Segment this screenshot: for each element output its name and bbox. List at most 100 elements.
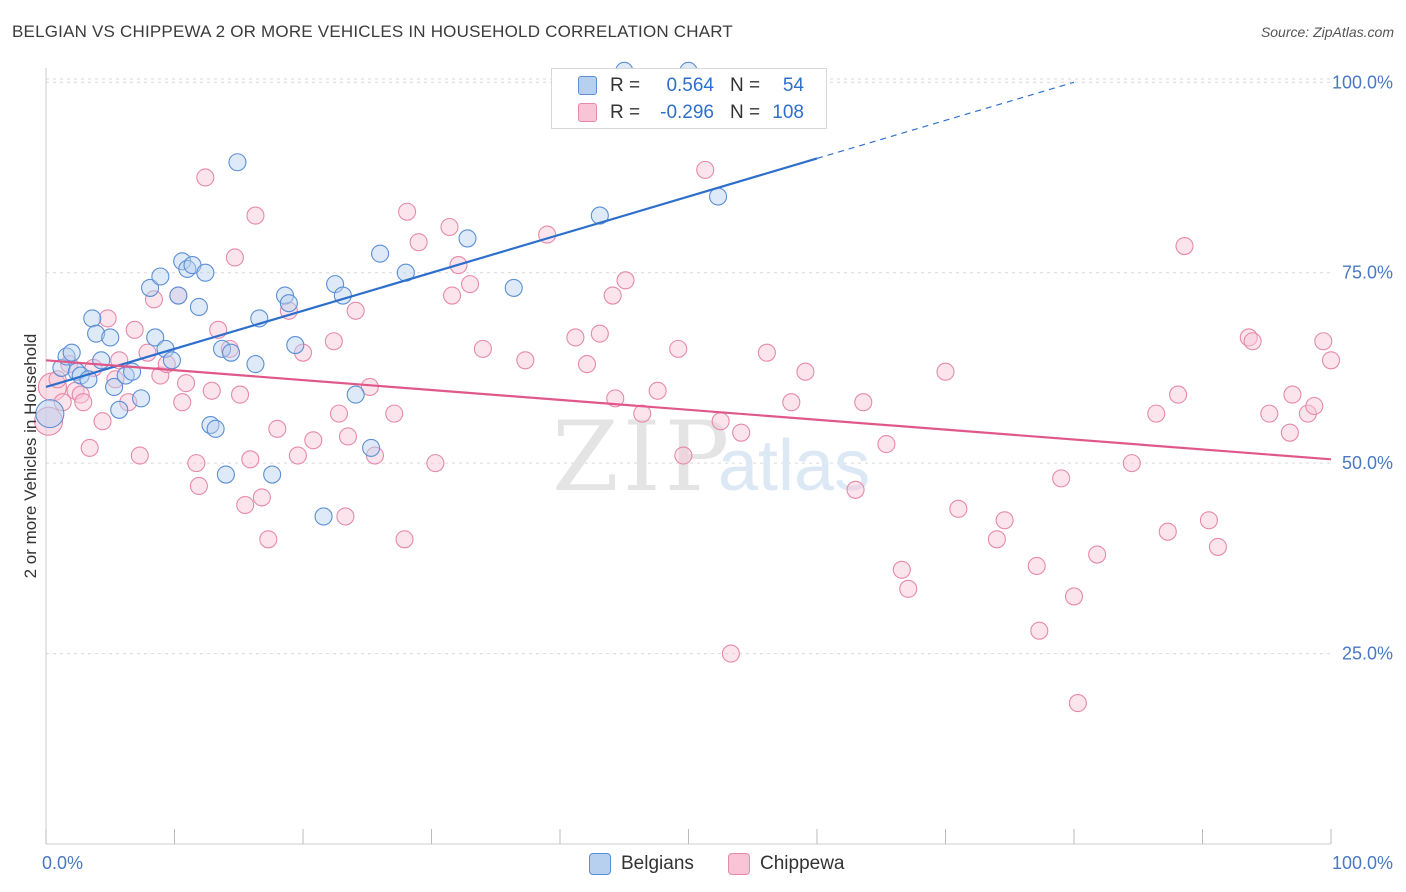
chippewa-point [796,362,815,381]
chippewa-point [1122,454,1141,473]
chippewa-point [674,446,693,465]
trend-lines [45,81,1332,461]
belgian-point [105,377,124,397]
chippewa-point [202,381,221,400]
chippewa-point [995,511,1014,530]
chippewa-point [1175,236,1194,256]
chippewa-point [892,560,911,579]
r-value: 0.564 [666,75,714,96]
chippewa-point [74,393,93,412]
chippewa-point [566,328,585,347]
y-axis-label: 2 or more Vehicles in Household [21,334,40,579]
n-label: N = [730,75,761,96]
stats-row-chippewa: R = -0.296 N = 108 [552,100,826,126]
belgians-trend-line [45,157,818,389]
belgian-point [141,278,160,297]
chippewa-point [633,404,652,423]
y-tick-label: 100.0% [1332,72,1393,92]
chippewa-trend-line [45,359,1332,461]
chippewa-point [899,579,918,598]
belgian-point [216,465,235,484]
y-tick-label: 75.0% [1342,263,1393,283]
belgian-point [279,294,298,313]
belgian-point [110,400,129,419]
belgians-swatch [578,76,597,95]
chippewa-point [48,370,67,389]
chippewa-point [173,393,192,412]
chippewa-point [1169,385,1188,404]
chippewa-point [1030,621,1049,640]
chippewa-point [616,271,635,290]
chippewa-point [177,374,196,393]
belgian-point [228,153,247,172]
belgian-point [62,343,81,362]
chippewa-point [346,301,365,320]
belgian-point [286,336,305,355]
n-value: 54 [782,75,804,96]
belgians-legend-swatch [589,853,611,875]
belgians-points [35,61,728,526]
chippewa-point [711,412,730,431]
chippewa-point [279,301,298,320]
axes [45,68,1332,845]
belgian-point [263,465,282,484]
chippewa-point [1088,545,1107,564]
chippewa-point [130,446,149,465]
chippewa-point [1027,556,1046,576]
chippewa-point [187,454,206,473]
chippewa-point [125,320,144,339]
n-label: N = [730,102,761,123]
watermark-atlas: atlas [718,426,870,506]
chippewa-point [288,446,307,465]
chippewa-point [196,168,215,187]
legend-label-belgians: Belgians [621,853,694,874]
r-label: R = [610,102,641,123]
belgian-point [246,355,265,374]
chippewa-point [603,286,622,305]
watermark-zip: ZIP [552,401,733,513]
legend-label-chippewa: Chippewa [760,853,845,874]
belgian-point [346,385,365,404]
watermark: ZIP atlas [552,401,870,513]
chippewa-point [1298,404,1317,423]
chippewa-point [106,370,125,389]
chippewa-point [877,435,896,454]
chippewa-point [1068,694,1087,713]
chippewa-point [1243,332,1262,351]
chippewa-point [846,480,865,499]
chippewa-point [259,530,278,549]
chippewa-point [460,275,480,294]
chippewa-point [385,404,404,423]
belgian-point [101,328,120,347]
belgian-point [146,328,165,347]
belgian-point [132,389,151,408]
chippewa-point [252,488,271,507]
chippewa-point [338,427,358,446]
chippewa-point [936,362,955,381]
chippewa-point [1158,522,1177,541]
chippewa-point [669,339,688,358]
chippewa-swatch [578,103,597,122]
chippewa-point [395,530,414,549]
chippewa-point [329,404,349,423]
chippewa-point [80,438,99,457]
chippewa-point [409,233,428,252]
y-tick-label: 25.0% [1342,644,1393,664]
belgian-point [362,438,381,457]
belgian-point [206,419,225,438]
x-tick-label: 100.0% [1332,853,1393,873]
chippewa-point [590,324,609,343]
source-label: Source: ZipAtlas.com [1260,24,1394,40]
belgian-point [151,267,170,286]
chippewa-point [138,343,157,362]
belgian-point [458,229,477,248]
chippewa-point [1280,423,1299,442]
chippewa-point [1064,587,1084,606]
stats-row-belgians: R = 0.564 N = 54 [552,73,826,99]
chippewa-point [577,355,597,374]
r-value: -0.296 [660,102,714,123]
chippewa-point [426,454,445,473]
chippewa-point [1208,537,1227,556]
chippewa-point [93,412,112,431]
chippewa-point [98,309,117,328]
